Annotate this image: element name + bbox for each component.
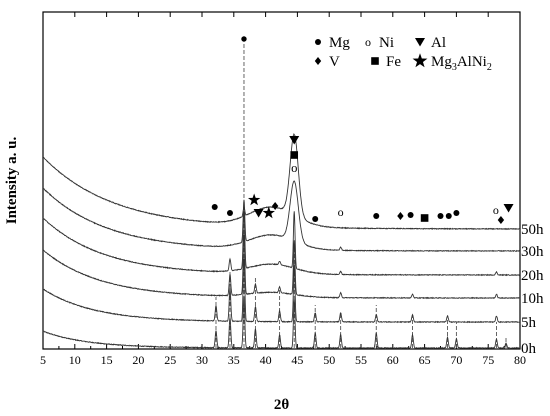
y-axis-title: Intensity a. u. — [4, 136, 20, 224]
x-tick-label: 20 — [132, 353, 144, 367]
reference-dashed-lines — [215, 42, 507, 348]
marker-v — [271, 202, 279, 210]
series-line-5h — [42, 258, 521, 324]
marker-mg — [445, 213, 452, 219]
marker-mg — [312, 216, 319, 222]
marker-ni: o — [365, 35, 371, 49]
series-line-0h — [42, 296, 521, 350]
series-label-10h: 10h — [521, 291, 544, 307]
series-label-50h: 50h — [521, 222, 544, 238]
x-tick-label: 45 — [291, 353, 303, 367]
series-line-20h — [42, 211, 521, 277]
marker-ni: o — [493, 203, 499, 217]
x-tick-label: 40 — [260, 353, 272, 367]
legend-label: Mg — [329, 35, 350, 51]
legend-entry-fe: Fe — [371, 54, 401, 70]
marker-mg3alni2 — [412, 53, 428, 68]
x-tick-label: 65 — [419, 353, 431, 367]
marker-mg — [437, 213, 444, 219]
legend-entry-ni: o Ni — [365, 35, 394, 51]
series-labels: 0h 5h 10h 20h 30h 50h — [521, 222, 544, 357]
series-label-5h: 5h — [521, 315, 537, 331]
x-tick-label: 35 — [228, 353, 240, 367]
legend-label: Ni — [379, 35, 394, 51]
marker-al — [253, 209, 264, 218]
legend-entry-mg3alni2: Mg3AlNi2 — [412, 53, 492, 73]
x-tick-label: 70 — [450, 353, 462, 367]
marker-mg3alni2 — [262, 206, 275, 219]
marker-mg — [226, 210, 233, 216]
series-line-50h — [42, 133, 521, 231]
legend-label: V — [329, 54, 340, 70]
phase-markers: o o o — [211, 36, 514, 224]
x-tick-label: 55 — [355, 353, 367, 367]
x-tick-label: 80 — [514, 353, 526, 367]
series-label-20h: 20h — [521, 268, 544, 284]
series-label-0h: 0h — [521, 341, 537, 357]
marker-fe — [420, 214, 429, 222]
series-lines — [42, 133, 521, 350]
series-line-30h — [42, 180, 521, 253]
legend: Mg o Ni Al V Fe Mg3AlNi2 — [314, 35, 492, 73]
marker-mg — [315, 39, 321, 45]
marker-v — [397, 212, 404, 220]
marker-fe — [290, 151, 299, 159]
marker-mg — [373, 213, 380, 219]
legend-entry-mg: Mg — [315, 35, 350, 51]
x-tick-label: 75 — [482, 353, 494, 367]
marker-ni: o — [291, 161, 297, 175]
x-tick-label: 25 — [164, 353, 176, 367]
legend-entry-al: Al — [415, 35, 446, 51]
x-tick-label: 50 — [323, 353, 335, 367]
marker-v — [497, 216, 505, 224]
marker-mg — [241, 36, 247, 42]
series-line-10h — [42, 234, 521, 300]
marker-mg — [211, 204, 218, 210]
marker-mg — [407, 212, 414, 218]
series-label-30h: 30h — [521, 244, 544, 260]
marker-al — [289, 136, 300, 145]
marker-ni: o — [338, 205, 344, 219]
marker-mg — [453, 210, 460, 216]
x-axis-title: 2θ — [274, 397, 290, 413]
legend-label: Al — [431, 35, 446, 51]
marker-fe — [371, 57, 379, 65]
legend-label: Fe — [386, 54, 401, 70]
x-axis-tick-labels: 5 10 15 20 25 30 35 40 45 50 55 60 65 70 75 80 — [40, 353, 526, 367]
legend-entry-v: V — [314, 54, 340, 70]
marker-al — [503, 204, 514, 213]
legend-label: Mg3AlNi2 — [431, 54, 492, 73]
marker-v — [314, 57, 322, 65]
x-tick-label: 15 — [101, 353, 113, 367]
x-tick-label: 10 — [69, 353, 81, 367]
marker-al — [415, 38, 425, 47]
marker-mg3alni2 — [247, 193, 261, 206]
x-tick-label: 30 — [196, 353, 208, 367]
x-tick-label: 5 — [40, 353, 46, 367]
x-tick-label: 60 — [387, 353, 399, 367]
